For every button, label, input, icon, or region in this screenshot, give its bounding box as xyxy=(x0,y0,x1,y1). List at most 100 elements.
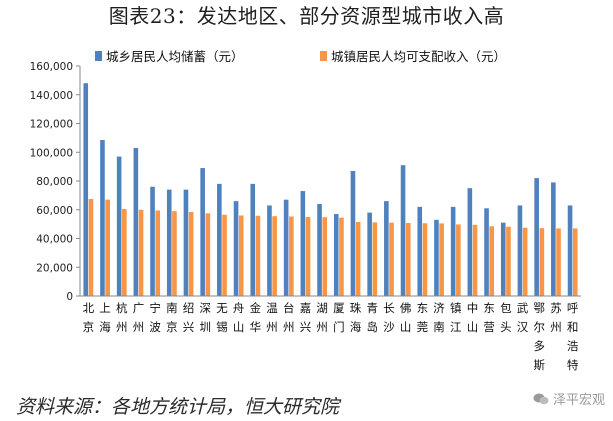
svg-text:上: 上 xyxy=(99,301,111,315)
svg-text:珠: 珠 xyxy=(350,301,362,315)
svg-text:长: 长 xyxy=(383,301,395,315)
x-tick-label: 舟山 xyxy=(233,301,245,334)
bar-savings xyxy=(333,214,339,296)
svg-text:苏: 苏 xyxy=(550,301,562,315)
x-tick-label: 宁波 xyxy=(149,301,161,334)
y-tick-label: 140,000 xyxy=(30,90,73,102)
x-tick-label: 东营 xyxy=(483,301,495,334)
page-title: 图表23：发达地区、部分资源型城市收入高 xyxy=(108,4,505,28)
svg-text:中: 中 xyxy=(467,301,479,315)
bar-chart: 城乡居民人均储蓄（元） 城镇居民人均可支配收入（元） 0 20,000 40,000 6… xyxy=(30,49,581,372)
svg-text:南: 南 xyxy=(433,320,445,334)
wechat-icon xyxy=(533,393,549,404)
bar-income xyxy=(172,211,177,296)
bar-savings xyxy=(384,201,389,296)
source-note: 资料来源：各地方统计局，恒大研究院 xyxy=(16,396,340,418)
svg-text:武: 武 xyxy=(517,301,529,315)
svg-text:海: 海 xyxy=(99,320,111,334)
x-tick-label: 湖州 xyxy=(316,301,328,334)
svg-text:特: 特 xyxy=(567,358,579,372)
bar-savings xyxy=(434,219,439,296)
svg-text:舟: 舟 xyxy=(233,301,245,315)
bar-income xyxy=(572,228,578,296)
bar-savings xyxy=(484,208,489,296)
y-tick-label: 40,000 xyxy=(36,234,73,246)
bar-savings xyxy=(534,178,539,296)
svg-text:州: 州 xyxy=(116,320,128,334)
bar-savings xyxy=(267,205,272,296)
bar-income xyxy=(88,198,94,296)
svg-text:和: 和 xyxy=(567,320,579,334)
bar-savings xyxy=(367,212,372,296)
x-tick-label: 南京 xyxy=(166,301,178,334)
svg-text:尔: 尔 xyxy=(534,320,546,334)
x-tick-label: 长沙 xyxy=(383,301,395,334)
bar-income xyxy=(222,214,227,296)
bar-savings xyxy=(83,83,89,296)
svg-text:莞: 莞 xyxy=(417,320,429,334)
legend-swatch-2 xyxy=(320,51,327,61)
bar-income xyxy=(422,223,428,296)
bar-savings xyxy=(500,222,506,296)
bar-income xyxy=(205,213,211,296)
x-tick-label: 济南 xyxy=(433,301,445,334)
svg-text:东: 东 xyxy=(483,301,495,315)
bar-income xyxy=(372,222,378,296)
bar-income xyxy=(405,222,411,296)
x-tick-label: 杭州 xyxy=(116,301,128,334)
x-tick-label: 佛山 xyxy=(400,301,412,334)
svg-text:州: 州 xyxy=(550,320,562,334)
bar-savings xyxy=(450,206,456,296)
svg-text:岛: 岛 xyxy=(367,320,379,334)
bar-income xyxy=(188,211,194,296)
bar-savings xyxy=(166,189,172,296)
bar-savings xyxy=(133,147,139,296)
bar-savings xyxy=(150,186,155,296)
x-tick-label: 深圳 xyxy=(200,301,212,334)
bar-income xyxy=(122,209,127,296)
legend-label-1: 城乡居民人均储蓄（元） xyxy=(106,49,244,64)
bar-savings xyxy=(467,188,473,296)
svg-text:无: 无 xyxy=(216,301,228,315)
bar-savings xyxy=(200,168,205,296)
x-tick-label: 绍兴 xyxy=(183,301,195,334)
svg-text:京: 京 xyxy=(83,320,95,334)
bar-income xyxy=(522,227,528,296)
svg-text:华: 华 xyxy=(250,320,262,334)
y-tick-label: 80,000 xyxy=(36,176,73,188)
svg-text:门: 门 xyxy=(333,320,345,334)
svg-text:兴: 兴 xyxy=(300,320,312,334)
bar-income xyxy=(439,223,444,296)
svg-text:包: 包 xyxy=(500,301,512,315)
svg-text:宁: 宁 xyxy=(149,301,161,315)
x-axis: 北京上海杭州广州宁波南京绍兴深圳无锡舟山金华温州台州嘉兴湖州厦门珠海青岛长沙佛山… xyxy=(80,295,581,372)
bar-income xyxy=(322,217,328,296)
svg-text:深: 深 xyxy=(200,301,212,315)
svg-text:温: 温 xyxy=(266,301,278,315)
svg-text:头: 头 xyxy=(500,320,512,334)
y-tick-label: 0 xyxy=(66,291,73,303)
bar-savings xyxy=(417,206,423,296)
svg-text:山: 山 xyxy=(233,320,245,334)
svg-text:金: 金 xyxy=(250,301,262,315)
bar-income xyxy=(289,216,294,296)
x-tick-label: 包头 xyxy=(500,301,512,334)
bar-income xyxy=(105,199,110,296)
svg-text:杭: 杭 xyxy=(116,301,128,315)
legend-swatch-1 xyxy=(95,51,102,61)
svg-text:海: 海 xyxy=(350,320,362,334)
x-tick-label: 台州 xyxy=(283,301,295,334)
svg-text:湖: 湖 xyxy=(316,301,328,315)
bar-income xyxy=(539,228,545,296)
bar-savings xyxy=(250,183,256,296)
svg-text:青: 青 xyxy=(367,301,379,315)
bar-income xyxy=(339,217,344,296)
legend-label-2: 城镇居民人均可支配收入（元） xyxy=(331,49,506,64)
y-tick-label: 60,000 xyxy=(36,205,73,217)
x-tick-label: 上海 xyxy=(99,301,111,334)
y-tick-label: 100,000 xyxy=(30,147,73,159)
bar-savings xyxy=(233,201,239,296)
bar-income xyxy=(238,215,244,296)
